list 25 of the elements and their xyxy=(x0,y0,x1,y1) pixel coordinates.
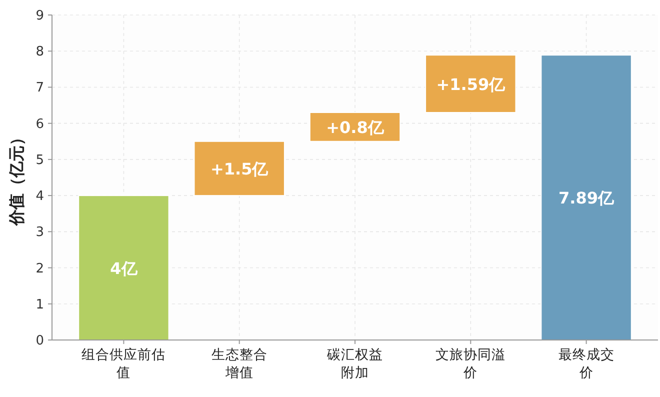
data-label: 4亿 xyxy=(110,258,138,278)
bar xyxy=(78,195,170,340)
y-tick-label: 5 xyxy=(36,152,44,168)
data-label: +1.59亿 xyxy=(436,74,506,94)
data-label: 7.89亿 xyxy=(558,188,616,208)
y-tick-label: 6 xyxy=(36,116,44,132)
x-tick-label: 最终成交价 xyxy=(558,347,614,381)
y-tick-label: 4 xyxy=(36,189,44,204)
y-tick-label: 7 xyxy=(36,80,44,96)
x-tick-label: 碳汇权益附加 xyxy=(326,347,383,381)
y-axis-title: 价值（亿元） xyxy=(7,130,26,226)
y-tick-label: 8 xyxy=(36,44,44,60)
bar xyxy=(425,54,516,113)
bar xyxy=(194,140,285,196)
y-tick-label: 1 xyxy=(36,297,44,312)
y-tick-label: 3 xyxy=(36,225,44,240)
x-tick-label: 生态整合增值 xyxy=(211,347,268,381)
bar xyxy=(540,54,632,340)
data-label: +1.5亿 xyxy=(210,159,270,178)
data-label: +0.8亿 xyxy=(326,118,385,137)
x-tick-label: 文旅协同溢价 xyxy=(436,347,506,381)
x-tick-label: 组合供应前估值 xyxy=(82,347,166,381)
y-tick-label: 2 xyxy=(36,261,44,276)
y-tick-label: 9 xyxy=(36,8,44,24)
y-tick-label: 0 xyxy=(36,334,44,348)
